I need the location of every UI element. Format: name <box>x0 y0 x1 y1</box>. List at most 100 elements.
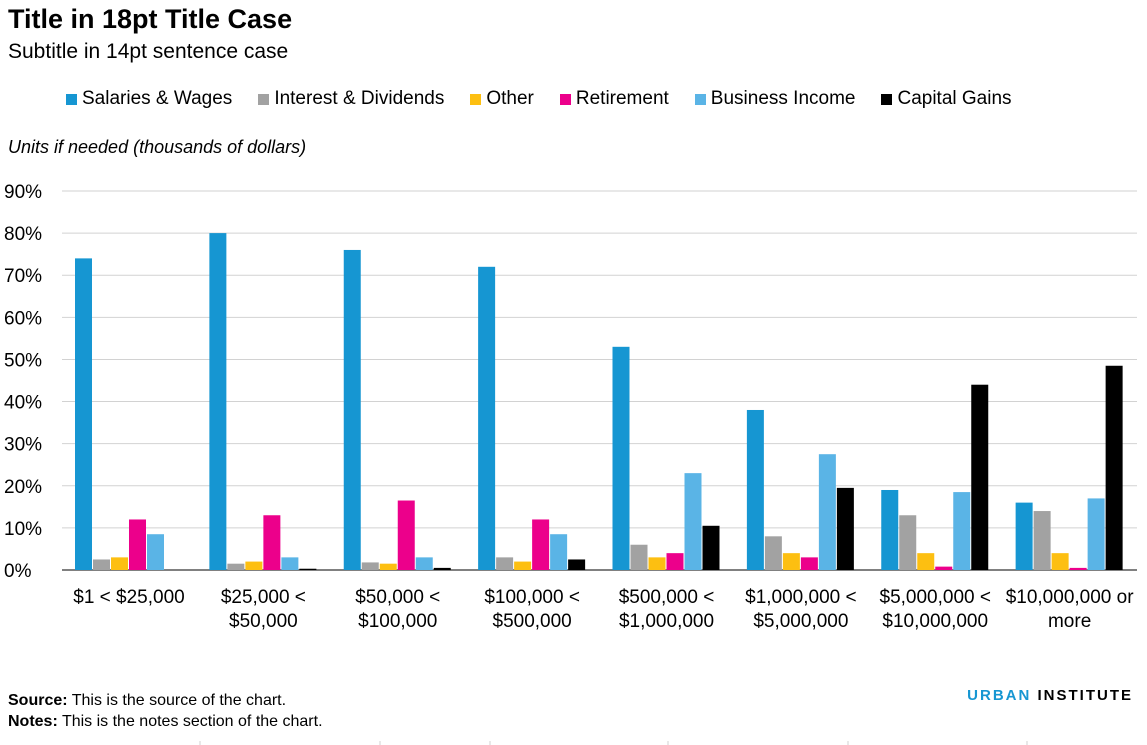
legend: Salaries & Wages Interest & Dividends Othe… <box>66 88 1038 110</box>
bar-chart: 0% 10% 20% 30% 40% 50% 60% 70% 80% 90% $1 < $25,00… <box>4 182 1137 632</box>
legend-label: Interest & Dividends <box>274 88 445 109</box>
bar <box>800 557 818 570</box>
bar <box>478 266 496 570</box>
chart-subtitle: Subtitle in 14pt sentence case <box>8 40 289 63</box>
y-tick-label: 30% <box>4 435 42 456</box>
legend-item: Retirement <box>559 88 669 110</box>
bar <box>496 557 514 570</box>
bar <box>648 557 666 570</box>
legend-item: Salaries & Wages <box>66 88 232 110</box>
legend-item: Interest & Dividends <box>258 88 444 110</box>
x-tick-label: $1,000,000 <box>619 611 714 632</box>
bar <box>343 249 361 570</box>
notes-label: Notes: <box>8 713 58 730</box>
bar <box>899 515 917 570</box>
legend-label: Salaries & Wages <box>82 88 233 109</box>
bar <box>93 559 110 570</box>
bar <box>379 563 397 570</box>
bar <box>702 525 720 570</box>
bar <box>935 566 953 570</box>
bar <box>147 534 164 570</box>
bar <box>299 568 317 570</box>
source-label: Source: <box>8 692 68 709</box>
brand-part1: URBAN <box>967 687 1032 704</box>
y-tick-label: 50% <box>4 350 42 371</box>
bar <box>111 557 128 570</box>
y-tick-label: 70% <box>4 266 42 287</box>
bar <box>1015 502 1033 570</box>
bar <box>630 544 648 570</box>
units-label: Units if needed (thousands of dollars) <box>8 137 307 157</box>
x-tick-label: $5,000,000 < <box>880 587 991 608</box>
bar <box>764 536 782 570</box>
brand-logo: URBAN INSTITUTE <box>967 687 1133 704</box>
legend-swatch <box>694 93 706 105</box>
bottom-dividers <box>199 741 1028 745</box>
bar <box>550 534 568 570</box>
bar <box>1069 567 1087 570</box>
x-tick-label: $10,000,000 <box>882 611 988 632</box>
legend-item: Capital Gains <box>881 88 1012 110</box>
x-tick-label: $5,000,000 <box>753 611 848 632</box>
y-tick-label: 20% <box>4 477 42 498</box>
source-line: Source: This is the source of the chart. <box>8 692 286 710</box>
y-tick-label: 10% <box>4 519 42 540</box>
bar <box>281 557 299 570</box>
legend-swatch <box>66 93 77 105</box>
x-tick-label: $500,000 < <box>619 587 715 608</box>
legend-label: Business Income <box>710 88 856 109</box>
bar <box>129 519 146 570</box>
x-tick-label: $50,000 <box>229 611 298 632</box>
x-tick-label: $100,000 < <box>484 587 580 608</box>
bar <box>568 559 586 570</box>
legend-swatch <box>559 93 571 105</box>
bar <box>818 454 836 570</box>
x-tick-label: $10,000,000 or <box>1006 587 1135 608</box>
legend-label: Capital Gains <box>897 88 1012 109</box>
bar <box>917 553 935 570</box>
legend-swatch <box>258 93 270 105</box>
bar <box>971 384 989 570</box>
x-tick-label: $500,000 <box>493 611 572 632</box>
bar <box>1051 553 1069 570</box>
notes-text: This is the notes section of the chart. <box>57 713 323 730</box>
bar <box>227 563 245 570</box>
bar <box>666 553 684 570</box>
y-tick-label: 0% <box>4 561 32 582</box>
brand-part2: INSTITUTE <box>1031 687 1133 704</box>
bar <box>782 553 800 570</box>
legend-swatch <box>470 93 482 105</box>
legend-swatch <box>881 93 893 105</box>
bar <box>684 473 702 570</box>
x-tick-label: $1 < $25,000 <box>73 587 184 608</box>
bar <box>75 258 92 570</box>
x-tick-label: $50,000 < <box>355 587 440 608</box>
bar <box>514 561 532 570</box>
chart-title: Title in 18pt Title Case <box>8 4 293 34</box>
bar <box>1033 511 1051 570</box>
bar <box>1087 498 1105 570</box>
x-tick-label: $25,000 < <box>221 587 306 608</box>
y-tick-label: 90% <box>4 182 42 203</box>
bar <box>1105 365 1123 570</box>
legend-label: Retirement <box>575 88 669 109</box>
bar <box>245 561 263 570</box>
notes-line: Notes: This is the notes section of the … <box>8 713 323 731</box>
bar <box>836 487 854 570</box>
bar <box>881 489 899 570</box>
y-tick-label: 40% <box>4 393 42 414</box>
legend-label: Other <box>486 88 534 109</box>
x-tick-label: $100,000 <box>358 611 437 632</box>
bar <box>433 567 451 570</box>
x-tick-label: $1,000,000 < <box>745 587 856 608</box>
bar <box>612 346 630 570</box>
source-text: This is the source of the chart. <box>67 692 287 709</box>
legend-item: Other <box>470 88 534 110</box>
x-tick-label: more <box>1048 611 1091 632</box>
y-tick-label: 80% <box>4 224 42 245</box>
bar <box>397 500 415 570</box>
bar <box>263 515 281 570</box>
bar <box>953 492 971 570</box>
bar <box>361 562 379 570</box>
legend-item: Business Income <box>694 88 856 110</box>
